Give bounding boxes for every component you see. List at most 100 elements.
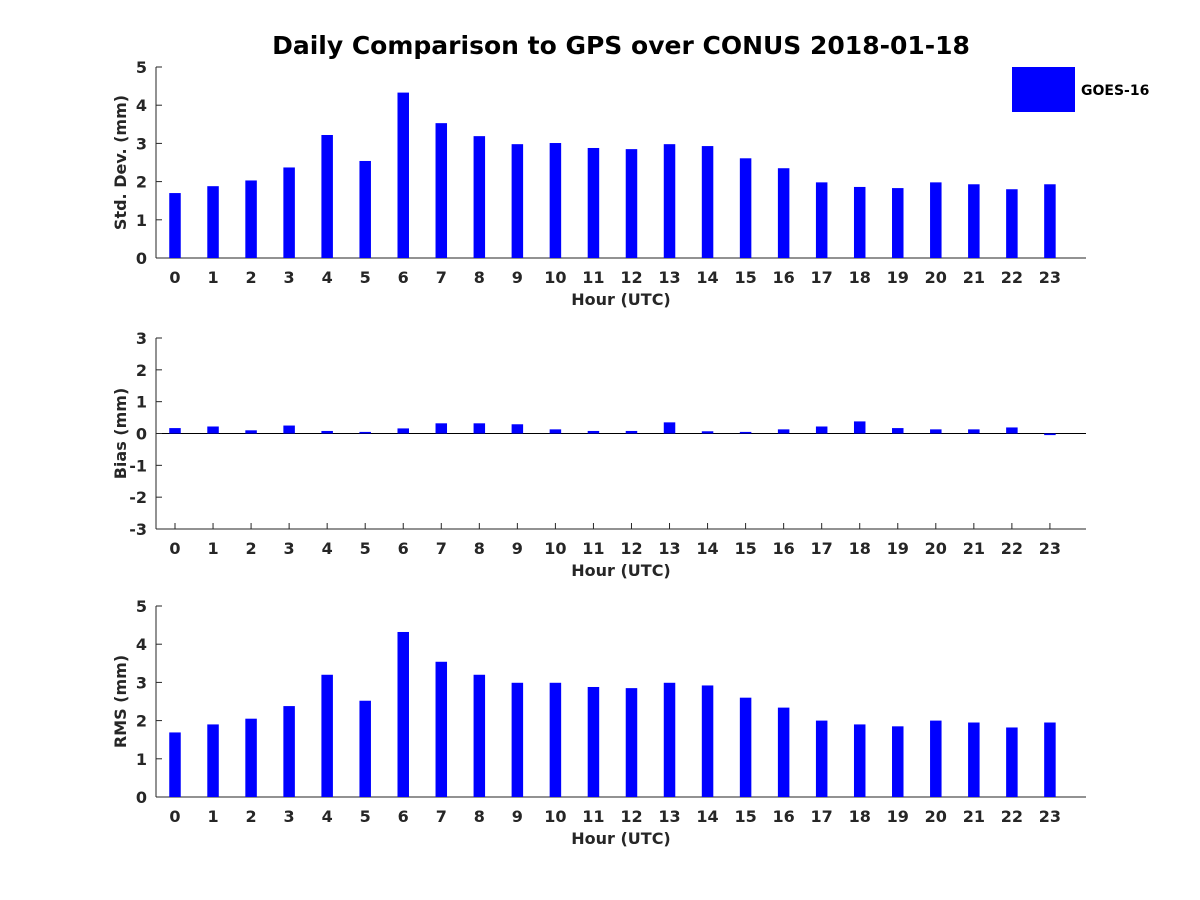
bar-hour-14[interactable] xyxy=(701,431,714,434)
bar-hour-12[interactable] xyxy=(625,430,638,434)
x-tick-label: 21 xyxy=(963,807,985,826)
bar-hour-7[interactable] xyxy=(435,423,448,434)
x-tick-label: 11 xyxy=(582,539,604,558)
bar-hour-22[interactable] xyxy=(1006,427,1018,434)
bar-hour-22[interactable] xyxy=(1006,189,1018,258)
bar-hour-6[interactable] xyxy=(397,92,409,259)
bar-hour-1[interactable] xyxy=(207,426,219,434)
legend[interactable]: GOES-16 xyxy=(1012,67,1149,112)
x-tick-label: 18 xyxy=(849,539,871,558)
bar-hour-0[interactable] xyxy=(169,732,181,797)
x-tick-label: 21 xyxy=(963,539,985,558)
bar-hour-15[interactable] xyxy=(739,158,752,258)
bar-hour-9[interactable] xyxy=(511,424,524,434)
bar-hour-16[interactable] xyxy=(777,168,790,258)
x-tick-label: 0 xyxy=(169,268,180,287)
bar-hour-20[interactable] xyxy=(930,429,942,434)
bar-hour-13[interactable] xyxy=(663,682,676,797)
bar-hour-9[interactable] xyxy=(511,144,524,258)
bar-hour-15[interactable] xyxy=(739,697,752,797)
y-tick-label: 2 xyxy=(136,361,147,380)
y-tick-label: 0 xyxy=(136,425,147,444)
bar-hour-4[interactable] xyxy=(321,674,333,797)
bar-hour-13[interactable] xyxy=(663,144,676,258)
y-tick-label: -2 xyxy=(129,488,147,507)
bar-hour-12[interactable] xyxy=(625,688,638,797)
bar-hour-17[interactable] xyxy=(815,720,828,797)
bar-hour-23[interactable] xyxy=(1044,184,1056,258)
x-tick-label: 17 xyxy=(811,539,833,558)
bar-hour-8[interactable] xyxy=(473,136,486,258)
x-tick-label: 17 xyxy=(811,268,833,287)
x-tick-label: 3 xyxy=(284,807,295,826)
bar-hour-19[interactable] xyxy=(892,428,904,434)
bar-hour-23[interactable] xyxy=(1044,433,1056,436)
bar-hour-14[interactable] xyxy=(701,146,714,258)
bar-hour-7[interactable] xyxy=(435,123,448,259)
bar-hour-14[interactable] xyxy=(701,685,714,797)
bar-hour-5[interactable] xyxy=(359,700,371,797)
bar-hour-3[interactable] xyxy=(283,425,295,434)
bar-hour-4[interactable] xyxy=(321,134,333,258)
x-tick-label: 16 xyxy=(773,539,795,558)
bar-hour-17[interactable] xyxy=(815,182,828,258)
bar-hour-2[interactable] xyxy=(245,180,257,258)
x-tick-label: 19 xyxy=(887,539,909,558)
bar-hour-16[interactable] xyxy=(777,429,790,434)
bar-hour-22[interactable] xyxy=(1006,727,1018,797)
bar-hour-16[interactable] xyxy=(777,707,790,797)
x-tick-label: 8 xyxy=(474,268,485,287)
bar-hour-10[interactable] xyxy=(549,143,562,258)
bar-hour-2[interactable] xyxy=(245,430,257,434)
bar-hour-1[interactable] xyxy=(207,724,219,797)
bar-hour-6[interactable] xyxy=(397,631,409,797)
bar-hour-15[interactable] xyxy=(739,431,752,434)
x-tick-label: 20 xyxy=(925,807,947,826)
bar-hour-18[interactable] xyxy=(853,186,866,258)
x-tick-label: 8 xyxy=(474,539,485,558)
bar-hour-11[interactable] xyxy=(587,430,600,434)
bar-hour-18[interactable] xyxy=(853,724,866,797)
x-tick-label: 15 xyxy=(734,539,756,558)
x-tick-label: 0 xyxy=(169,539,180,558)
bar-hour-3[interactable] xyxy=(283,167,295,258)
bar-hour-21[interactable] xyxy=(968,722,980,797)
bar-hour-11[interactable] xyxy=(587,147,600,258)
bar-hour-5[interactable] xyxy=(359,160,371,258)
bar-hour-4[interactable] xyxy=(321,430,333,434)
bar-hour-2[interactable] xyxy=(245,718,257,797)
bar-hour-20[interactable] xyxy=(930,182,942,258)
bar-hour-23[interactable] xyxy=(1044,722,1056,797)
bar-hour-21[interactable] xyxy=(968,184,980,258)
bar-hour-11[interactable] xyxy=(587,686,600,797)
bar-hour-1[interactable] xyxy=(207,186,219,258)
bar-hour-10[interactable] xyxy=(549,429,562,434)
bar-hour-21[interactable] xyxy=(968,429,980,434)
bar-hour-5[interactable] xyxy=(359,431,371,434)
bar-hour-9[interactable] xyxy=(511,682,524,797)
x-tick-label: 4 xyxy=(322,807,333,826)
x-tick-label: 15 xyxy=(734,807,756,826)
x-tick-label: 17 xyxy=(811,807,833,826)
bar-hour-7[interactable] xyxy=(435,661,448,797)
bar-hour-10[interactable] xyxy=(549,682,562,797)
bar-hour-12[interactable] xyxy=(625,149,638,258)
bar-hour-0[interactable] xyxy=(169,428,181,434)
bar-hour-6[interactable] xyxy=(397,428,409,434)
bar-hour-20[interactable] xyxy=(930,720,942,797)
bar-hour-17[interactable] xyxy=(815,426,828,434)
bar-hour-19[interactable] xyxy=(892,188,904,258)
bar-hour-0[interactable] xyxy=(169,193,181,258)
x-tick-label: 20 xyxy=(925,268,947,287)
bar-hour-13[interactable] xyxy=(663,422,676,434)
bar-hour-19[interactable] xyxy=(892,726,904,797)
bar-hour-8[interactable] xyxy=(473,423,486,434)
bar-hour-18[interactable] xyxy=(853,421,866,434)
bar-hour-3[interactable] xyxy=(283,706,295,797)
x-tick-label: 23 xyxy=(1039,539,1061,558)
bar-hour-8[interactable] xyxy=(473,674,486,797)
x-tick-label: 13 xyxy=(658,268,680,287)
x-tick-label: 1 xyxy=(207,268,218,287)
